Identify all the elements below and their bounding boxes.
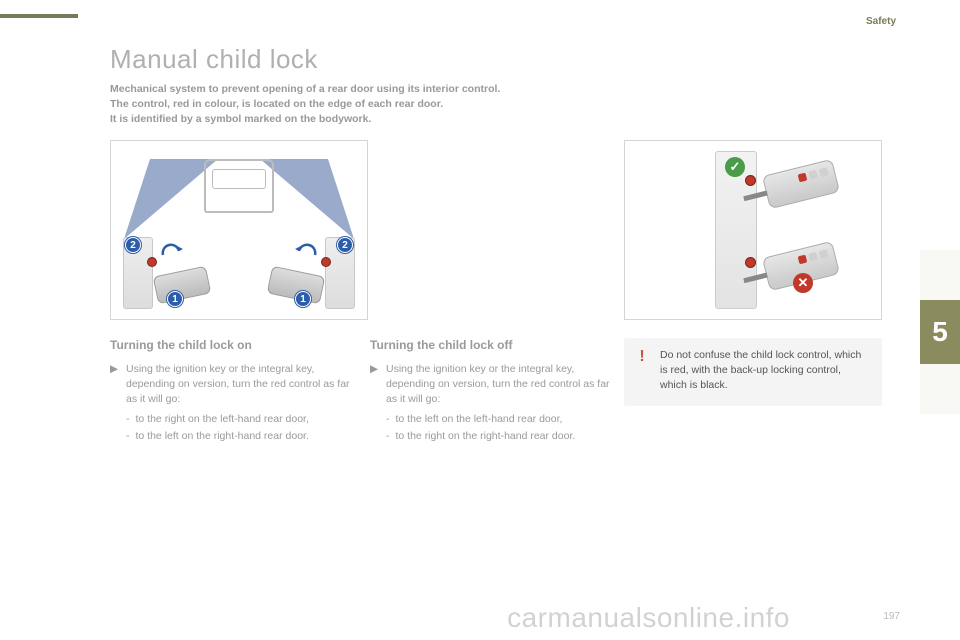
page-number: 197	[883, 611, 900, 622]
key-button	[798, 255, 808, 265]
sub-text: to the left on the right-hand rear door.	[136, 429, 309, 444]
category-label: Safety	[866, 16, 896, 27]
dash-icon: -	[386, 429, 390, 444]
warning-callout: ! Do not confuse the child lock control,…	[624, 338, 882, 406]
page-title: Manual child lock	[110, 44, 318, 75]
sub-text: to the right on the right-hand rear door…	[396, 429, 576, 444]
section-lock-off: Turning the child lock off ▶ Using the i…	[370, 338, 610, 446]
key-button	[798, 173, 808, 183]
key-button	[819, 249, 829, 259]
rotate-arrow-icon	[295, 241, 319, 259]
red-control-icon	[321, 257, 331, 267]
bullet-text: Using the ignition key or the integral k…	[386, 362, 610, 408]
body-text: ▶ Using the ignition key or the integral…	[370, 362, 610, 444]
sub-text: to the left on the left-hand rear door,	[396, 412, 563, 427]
subheading: Turning the child lock on	[110, 338, 350, 352]
check-no-icon: ✕	[793, 273, 813, 293]
figure-control-identification: ✓ ✕	[624, 140, 882, 320]
key-button	[808, 170, 818, 180]
dash-icon: -	[126, 412, 130, 427]
key-button	[819, 167, 829, 177]
warning-icon: !	[634, 348, 650, 364]
bullet-icon: ▶	[110, 362, 120, 408]
key-buttons	[798, 167, 829, 182]
callout-badge-2: 2	[337, 237, 353, 253]
check-ok-icon: ✓	[725, 157, 745, 177]
key-fob-icon	[762, 159, 840, 209]
dash-icon: -	[386, 412, 390, 427]
bullet-text: Using the ignition key or the integral k…	[126, 362, 350, 408]
figure-child-lock-location: 1 2 1 2	[110, 140, 368, 320]
bullet-icon: ▶	[370, 362, 380, 408]
watermark: carmanualsonline.info	[507, 602, 790, 634]
red-control-icon	[745, 257, 756, 268]
header-accent-bar	[0, 14, 78, 18]
red-control-icon	[745, 175, 756, 186]
sub-text: to the right on the left-hand rear door,	[136, 412, 309, 427]
callout-badge-2: 2	[125, 237, 141, 253]
dash-icon: -	[126, 429, 130, 444]
section-tab: 5	[920, 300, 960, 364]
callout-badge-1: 1	[167, 291, 183, 307]
key-buttons	[798, 249, 829, 264]
intro-line: The control, red in colour, is located o…	[110, 97, 610, 112]
red-control-icon	[147, 257, 157, 267]
car-rear-icon	[204, 159, 274, 213]
body-text: ▶ Using the ignition key or the integral…	[110, 362, 350, 444]
key-button	[808, 252, 818, 262]
section-tab-neighbor	[920, 250, 960, 300]
door-detail-left: 1 2	[123, 237, 227, 309]
section-lock-on: Turning the child lock on ▶ Using the ig…	[110, 338, 350, 446]
rotate-arrow-icon	[159, 241, 183, 259]
intro-text: Mechanical system to prevent opening of …	[110, 82, 610, 128]
section-tab-neighbor	[920, 364, 960, 414]
intro-line: It is identified by a symbol marked on t…	[110, 112, 610, 127]
beam-right	[260, 159, 354, 239]
warning-text: Do not confuse the child lock control, w…	[660, 348, 870, 394]
door-detail-right: 1 2	[251, 237, 355, 309]
subheading: Turning the child lock off	[370, 338, 610, 352]
intro-line: Mechanical system to prevent opening of …	[110, 82, 610, 97]
callout-badge-1: 1	[295, 291, 311, 307]
